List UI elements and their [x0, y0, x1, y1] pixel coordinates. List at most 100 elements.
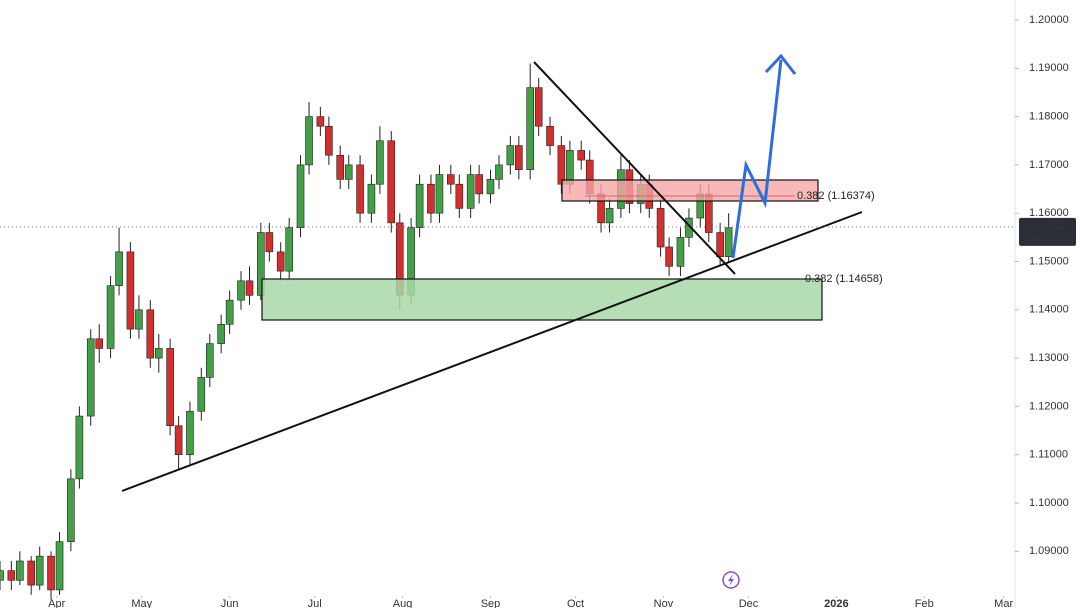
y-tick-label: 1.16000: [1029, 207, 1069, 219]
candle-body: [427, 183, 435, 214]
candle-body: [0, 570, 4, 581]
x-tick-label: Apr: [48, 598, 65, 608]
candle-body: [217, 323, 225, 344]
candle-body: [296, 164, 305, 228]
projection-arrow: [731, 59, 783, 259]
candle-body: [534, 87, 543, 127]
x-tick-label: Feb: [915, 598, 934, 608]
support-zone: [261, 278, 823, 321]
candle-body: [47, 555, 55, 591]
candle-body: [86, 338, 95, 417]
annotation: 0.382 (1.14658): [805, 273, 883, 285]
candle-body: [67, 478, 75, 542]
candle-body: [455, 183, 464, 209]
y-tick-label: 1.12000: [1029, 400, 1069, 412]
y-tick-label: 1.10000: [1029, 497, 1069, 509]
x-tick-label: Aug: [393, 598, 413, 608]
y-tick-label: 1.19000: [1029, 62, 1069, 74]
y-tick-label: 1.11000: [1029, 449, 1068, 461]
candle-body: [665, 246, 673, 267]
candle-body: [257, 232, 265, 296]
candle-body: [577, 150, 586, 161]
arrow-head: [764, 53, 797, 75]
x-tick-label: Mar: [994, 598, 1013, 608]
x-tick-label: Sep: [481, 598, 501, 608]
lightning-icon[interactable]: [722, 571, 740, 589]
candles: [0, 63, 733, 600]
y-tick-label: 1.17000: [1029, 159, 1069, 171]
candle-body: [285, 227, 293, 272]
candle-body: [526, 87, 534, 171]
y-tick-label: 1.20000: [1029, 14, 1069, 26]
candle-body: [115, 251, 123, 286]
candle-body: [716, 232, 724, 257]
candle-body: [154, 348, 163, 359]
candle-body: [55, 541, 64, 591]
candle-body: [387, 140, 396, 224]
candle-body: [515, 145, 523, 171]
candle-body: [466, 174, 475, 209]
candle-body: [16, 560, 24, 581]
candle-body: [486, 179, 495, 195]
x-tick-label: Dec: [739, 598, 759, 608]
candle-body: [724, 227, 733, 257]
x-tick-label: May: [131, 598, 152, 608]
candle-body: [376, 140, 384, 185]
candle-body: [356, 164, 364, 214]
candle-body: [305, 116, 313, 166]
candle-body: [276, 251, 285, 272]
candle-body: [435, 174, 444, 214]
candle-body: [367, 183, 376, 214]
trendline: [533, 61, 736, 275]
candle-body: [495, 164, 503, 180]
candle-body: [446, 174, 455, 185]
resistance-zone: [561, 179, 819, 202]
candle-body: [605, 208, 614, 224]
candle-body: [35, 555, 44, 586]
y-tick-label: 1.18000: [1029, 111, 1069, 123]
candle-body: [316, 116, 325, 127]
x-tick-label: Jul: [308, 598, 322, 608]
candle-body: [197, 377, 206, 412]
last-price-label: 1.15717: [1027, 221, 1067, 233]
candle-body: [325, 125, 333, 156]
candle-body: [415, 183, 424, 228]
x-tick-label: Nov: [654, 598, 674, 608]
candle-body: [27, 560, 35, 586]
candle-body: [237, 280, 245, 301]
candle-body: [566, 150, 574, 185]
y-tick-label: 1.15000: [1029, 255, 1069, 267]
candle-body: [174, 425, 183, 456]
candle-body: [656, 208, 665, 248]
candle-body: [126, 251, 135, 330]
last-price-box: [1019, 217, 1076, 246]
x-tick-label: Oct: [567, 598, 584, 608]
candle-body: [546, 125, 554, 146]
candle-body: [206, 343, 214, 378]
candle-body: [225, 299, 234, 325]
x-tick-label: Jun: [221, 598, 239, 608]
annotation: 0.382 (1.16374): [797, 190, 875, 202]
y-tick-label: 1.13000: [1029, 352, 1069, 364]
trendline: [121, 211, 863, 492]
candle-body: [166, 348, 174, 427]
lightning-glyph: [728, 574, 734, 586]
candle-body: [135, 309, 143, 330]
candle-body: [475, 174, 483, 195]
candle-body: [245, 280, 254, 296]
candle-body: [7, 570, 16, 581]
candle-body: [676, 237, 685, 267]
y-tick-label: 1.14000: [1029, 304, 1069, 316]
candle-body: [557, 145, 566, 185]
x-tick-label: 2026: [824, 598, 848, 608]
candle-body: [186, 410, 194, 456]
candle-body: [344, 164, 353, 180]
candle-body: [146, 309, 155, 359]
candle-body: [75, 415, 84, 480]
candle-body: [265, 232, 274, 253]
candle-body: [95, 338, 104, 349]
candle-body: [336, 154, 345, 180]
candle-body: [506, 145, 515, 166]
y-tick-label: 1.09000: [1029, 545, 1069, 557]
countdown: 09:09:03: [1026, 233, 1069, 245]
